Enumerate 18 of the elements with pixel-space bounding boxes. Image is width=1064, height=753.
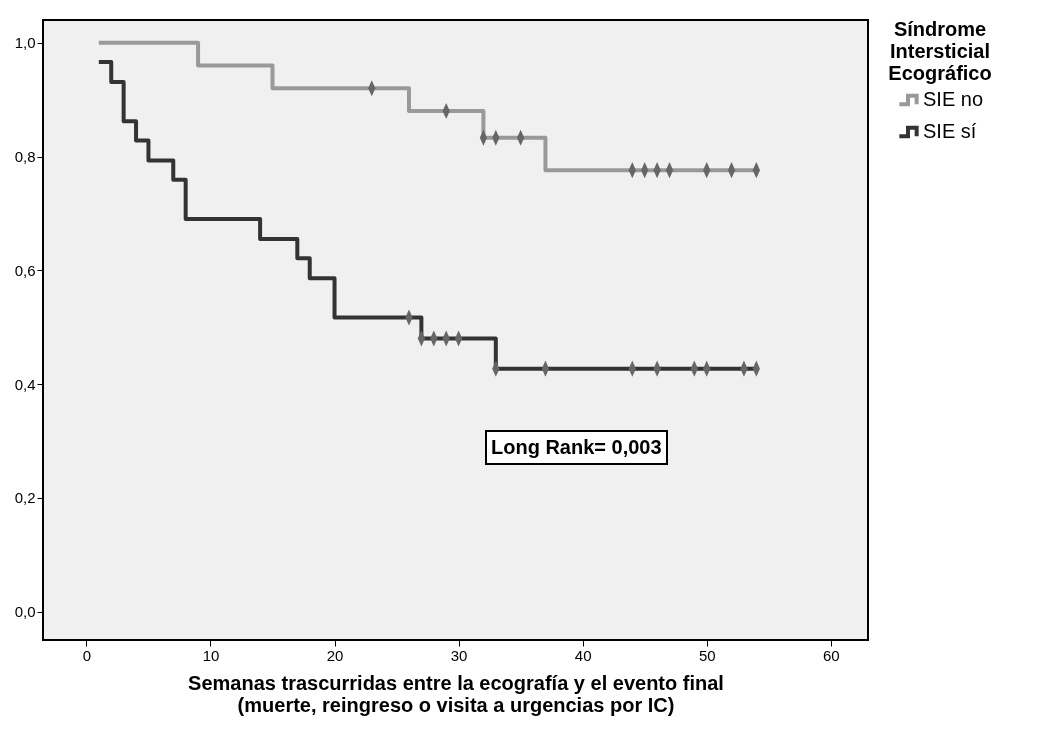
x-tick-label: 0 [82,646,92,664]
x-axis-title: Semanas trascurridas entre la ecografía y el evento final (muerte, reingreso o visita a urgencias por IC) [188,671,724,716]
legend-label: SIE sí [923,120,977,142]
legend-label: SIE no [923,88,984,110]
annotation: Long Rank= 0,003 [485,430,668,465]
y-tick-label: 0,4 [14,375,36,393]
y-tick-label: 0,2 [14,489,36,507]
x-tick-label: 30 [450,646,468,664]
x-tick-label: 50 [698,646,716,664]
y-tick-label: 0,8 [14,148,36,166]
x-tick-label: 40 [574,646,592,664]
x-tick-label: 10 [202,646,220,664]
y-tick-label: 0,0 [14,603,36,621]
x-tick-label: 60 [822,646,840,664]
y-tick-label: 1,0 [14,34,36,52]
x-tick-label: 20 [326,646,344,664]
legend-title: Síndrome Intersticial Ecográfico [888,18,992,84]
y-tick-label: 0,6 [14,261,36,279]
